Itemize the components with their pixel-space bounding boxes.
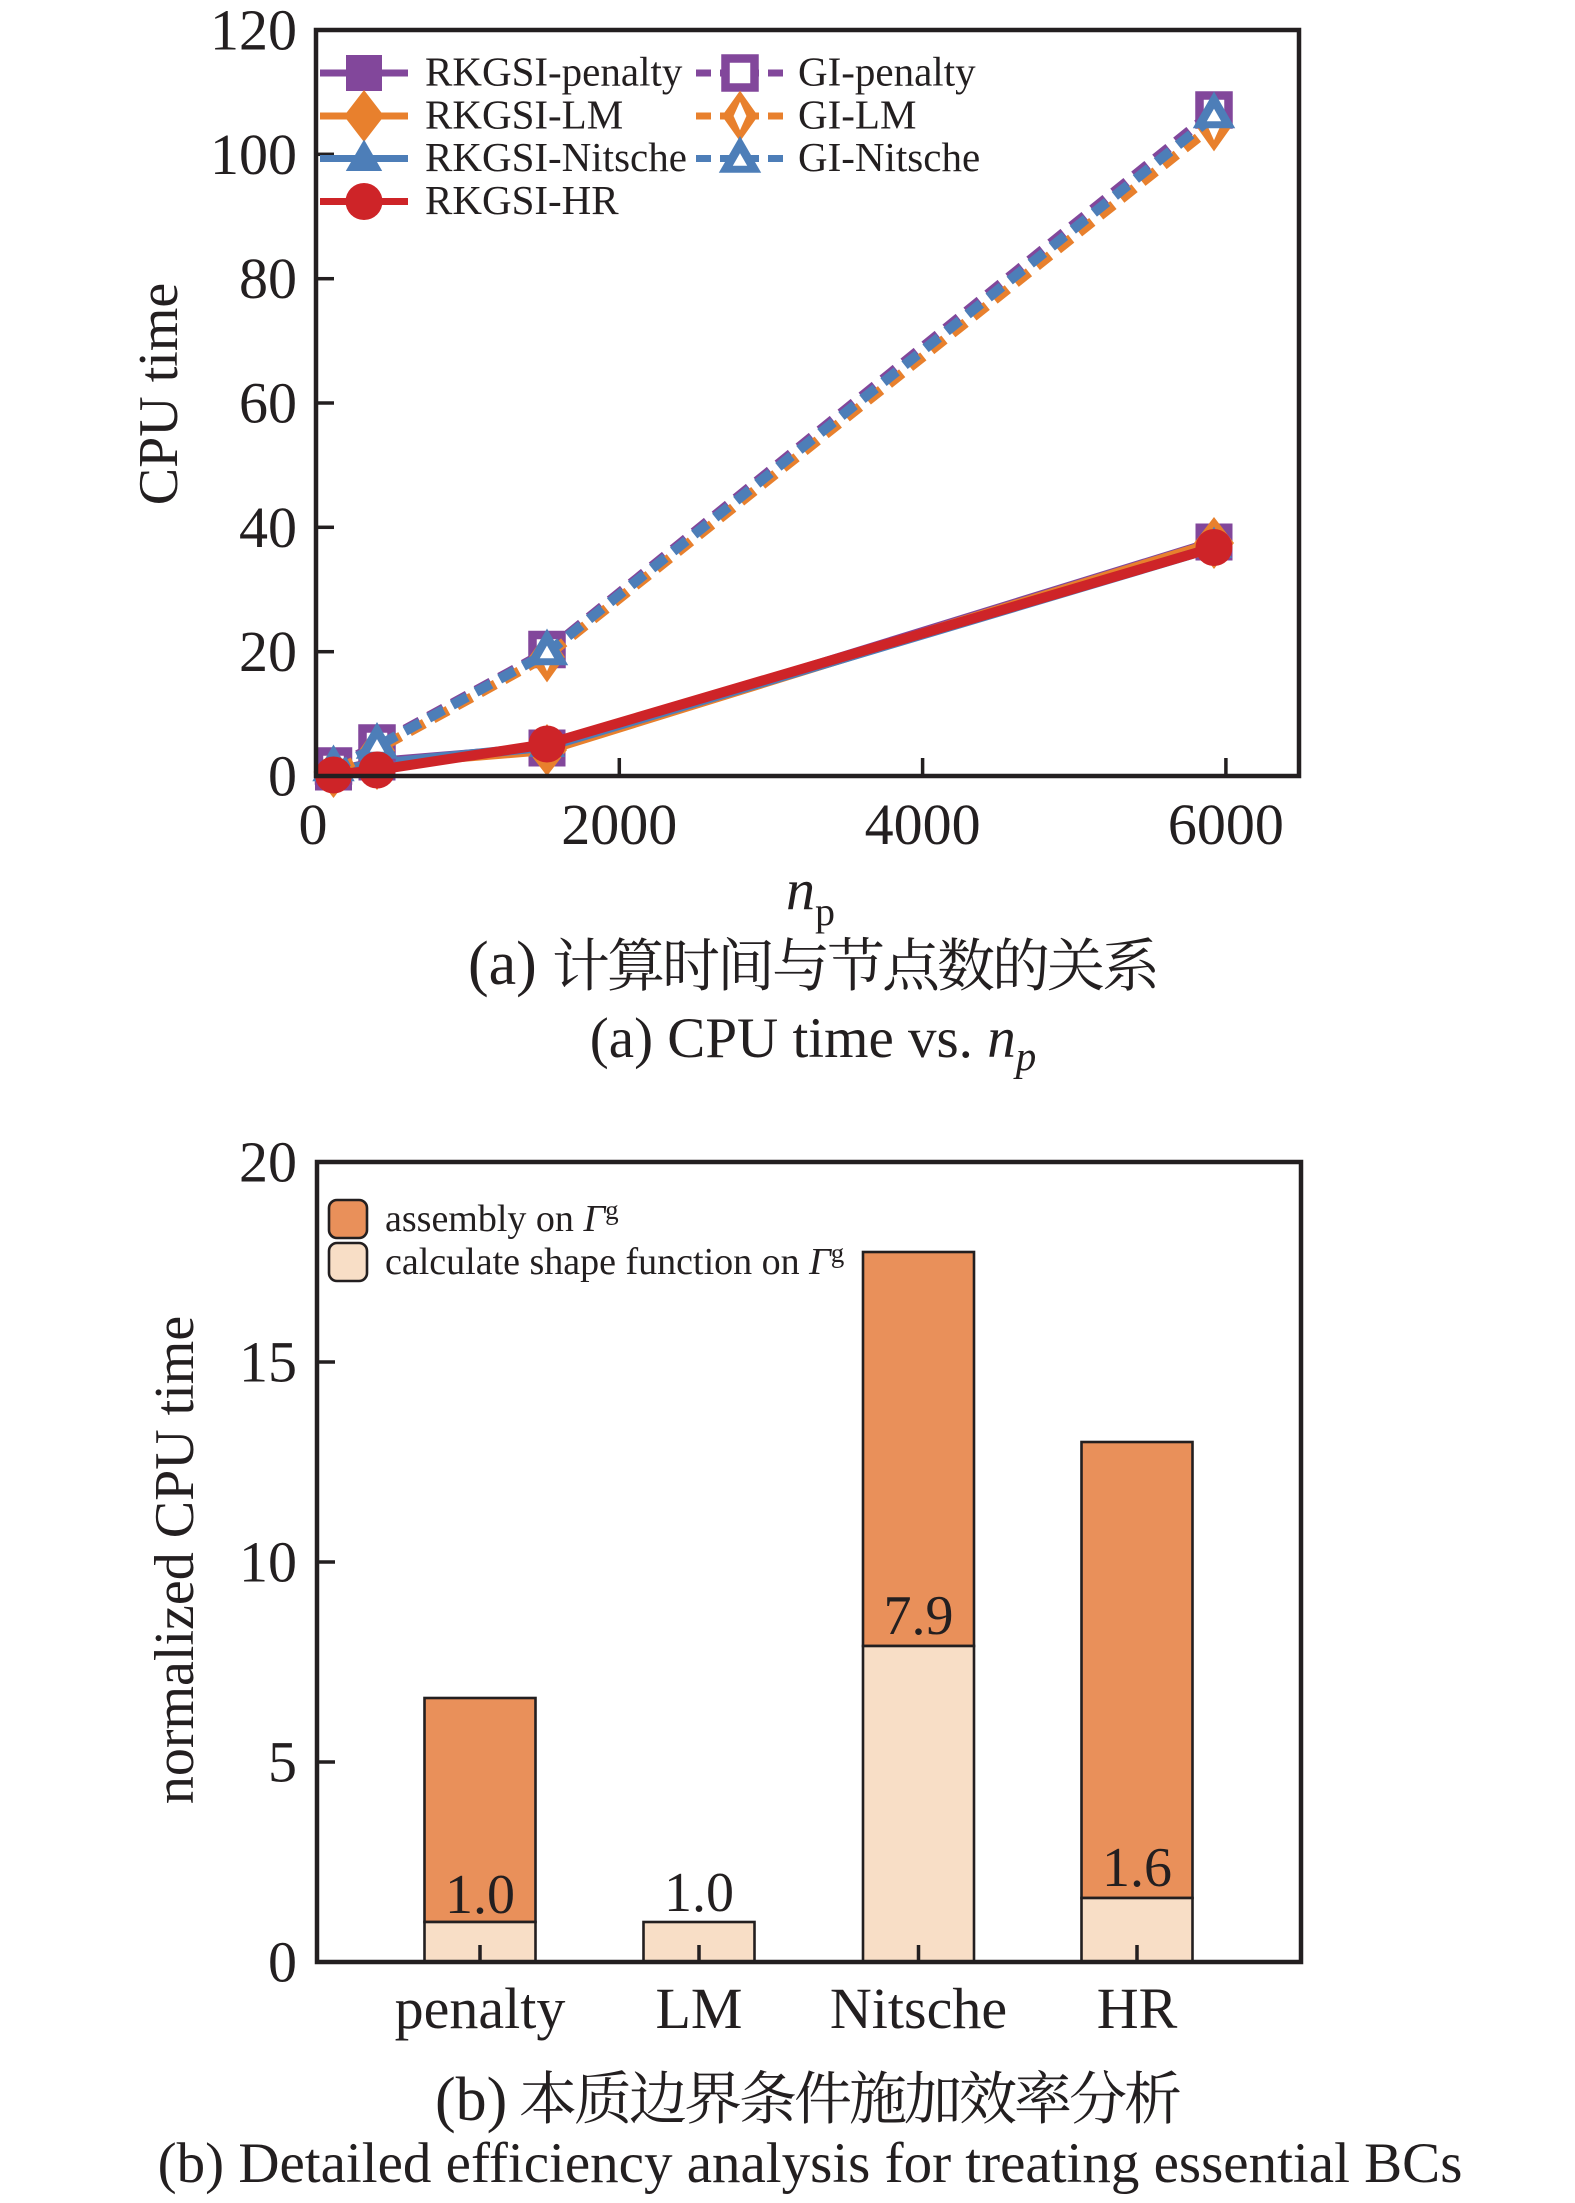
svg-text:20: 20 (239, 1130, 297, 1195)
svg-text:4000: 4000 (865, 792, 981, 857)
svg-text:0: 0 (268, 744, 297, 809)
svg-text:GI-penalty: GI-penalty (798, 49, 976, 95)
svg-text:RKGSI-Nitsche: RKGSI-Nitsche (425, 134, 687, 180)
svg-text:5: 5 (268, 1730, 297, 1795)
svg-text:HR: HR (1097, 1976, 1178, 2041)
svg-text:6000: 6000 (1168, 792, 1284, 857)
svg-text:(b) Detailed efficiency analys: (b) Detailed efficiency analysis for tre… (158, 2132, 1463, 2195)
svg-text:15: 15 (239, 1330, 297, 1395)
svg-text:100: 100 (210, 122, 297, 187)
svg-text:(b): (b) (435, 2066, 507, 2134)
svg-text:0: 0 (299, 792, 328, 857)
svg-text:40: 40 (239, 495, 297, 560)
svg-text:10: 10 (239, 1530, 297, 1595)
svg-text:1.0: 1.0 (664, 1862, 734, 1924)
svg-text:120: 120 (210, 0, 297, 63)
svg-text:GI-LM: GI-LM (798, 92, 916, 138)
svg-text:penalty: penalty (395, 1976, 566, 2041)
svg-text:CPU time: CPU time (128, 283, 190, 505)
svg-text:1.0: 1.0 (445, 1864, 515, 1926)
svg-text:1.6: 1.6 (1102, 1837, 1172, 1899)
svg-text:LM: LM (656, 1976, 743, 2041)
svg-text:assembly on Γg: assembly on Γg (385, 1195, 619, 1240)
svg-text:7.9: 7.9 (884, 1585, 954, 1647)
svg-text:(a) CPU time vs. np: (a) CPU time vs. np (590, 1007, 1036, 1079)
svg-text:RKGSI-HR: RKGSI-HR (425, 177, 619, 223)
svg-text:GI-Nitsche: GI-Nitsche (798, 134, 980, 180)
svg-text:0: 0 (268, 1930, 297, 1995)
svg-text:RKGSI-LM: RKGSI-LM (425, 92, 623, 138)
svg-text:(a): (a) (468, 930, 537, 998)
svg-text:Nitsche: Nitsche (830, 1976, 1007, 2041)
svg-text:2000: 2000 (561, 792, 677, 857)
svg-text:20: 20 (239, 619, 297, 684)
svg-text:60: 60 (239, 371, 297, 436)
svg-text:RKGSI-penalty: RKGSI-penalty (425, 49, 683, 95)
svg-text:calculate shape function on Γg: calculate shape function on Γg (385, 1238, 844, 1283)
svg-text:80: 80 (239, 246, 297, 311)
svg-text:normalized CPU time: normalized CPU time (144, 1316, 206, 1804)
